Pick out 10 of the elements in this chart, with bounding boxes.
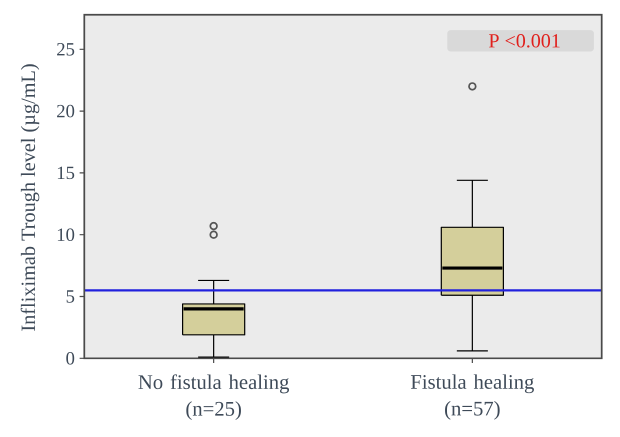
y-tick-label: 20: [57, 104, 74, 118]
y-tick-label: 15: [58, 166, 74, 180]
x-tick-label: Fistula healing (n=57): [410, 374, 534, 420]
y-tick-label: 10: [58, 228, 74, 242]
y-axis-title: Infliximab Trough level (µg/mL): [20, 64, 40, 331]
x-tick-label: No fistula healing (n=25): [138, 374, 290, 420]
annotation: P <0.001: [488, 34, 560, 48]
y-tick-label: 25: [57, 43, 74, 56]
y-tick-label: 5: [66, 290, 74, 303]
y-tick-label: 0: [66, 352, 74, 365]
